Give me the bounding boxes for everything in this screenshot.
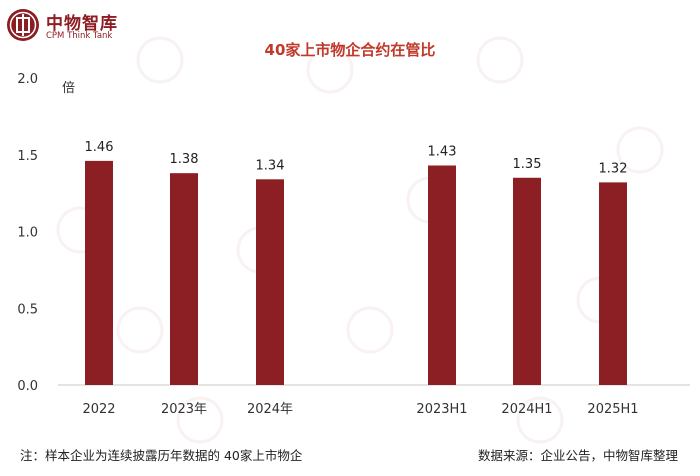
data-label: 1.34	[256, 158, 285, 173]
watermark-ring	[516, 396, 564, 444]
bar	[599, 182, 627, 385]
watermark-layer	[56, 36, 664, 444]
x-tick-label: 2023H1	[416, 402, 467, 417]
logo-mark-icon	[7, 9, 39, 41]
data-label: 1.32	[599, 161, 628, 176]
x-tick-label: 2023年	[161, 402, 207, 417]
bar	[513, 177, 541, 385]
data-label: 1.43	[428, 144, 457, 159]
y-tick-label: 0.5	[17, 302, 38, 317]
data-label: 1.46	[85, 140, 114, 155]
x-tick-label: 2024H1	[501, 402, 552, 417]
x-tick-label: 2024年	[247, 402, 293, 417]
watermark-ring	[616, 126, 664, 174]
y-tick-label: 1.0	[17, 226, 38, 241]
source-note: 数据来源：企业公告，中物智库整理	[477, 448, 678, 463]
watermark-ring	[176, 396, 224, 444]
bar	[256, 179, 284, 385]
watermark-ring	[306, 46, 354, 94]
footnote: 注：样本企业为连续披露历年数据的 40家上市物企	[20, 448, 303, 463]
y-axis-unit-label: 倍	[62, 81, 75, 96]
watermark-ring	[476, 36, 524, 84]
x-tick-label: 2022	[82, 402, 115, 417]
watermark-ring	[116, 306, 164, 354]
bars	[85, 160, 627, 385]
x-tick-label: 2025H1	[587, 402, 638, 417]
watermark-ring	[346, 306, 394, 354]
data-labels: 1.46 1.38 1.34 1.43 1.35 1.32	[85, 140, 628, 176]
watermark-ring	[136, 36, 184, 84]
data-label: 1.35	[513, 157, 542, 172]
bar	[85, 160, 113, 385]
bar	[170, 173, 198, 385]
y-tick-label: 0.0	[17, 379, 38, 394]
y-tick-label: 2.0	[17, 72, 38, 87]
y-axis-ticks: 0.0 0.5 1.0 1.5 2.0	[17, 72, 38, 394]
data-label: 1.38	[170, 152, 199, 167]
logo-name-cn: 中物智库	[46, 14, 118, 34]
y-tick-label: 1.5	[17, 149, 38, 164]
chart-title: 40家上市物企合约在管比	[265, 41, 436, 59]
logo-name-en: CPM Think Tank	[46, 31, 113, 41]
x-axis-ticks: 2022 2023年 2024年 2023H1 2024H1 2025H1	[82, 402, 638, 417]
bar	[428, 165, 456, 385]
logo: 中物智库 CPM Think Tank	[6, 8, 126, 44]
